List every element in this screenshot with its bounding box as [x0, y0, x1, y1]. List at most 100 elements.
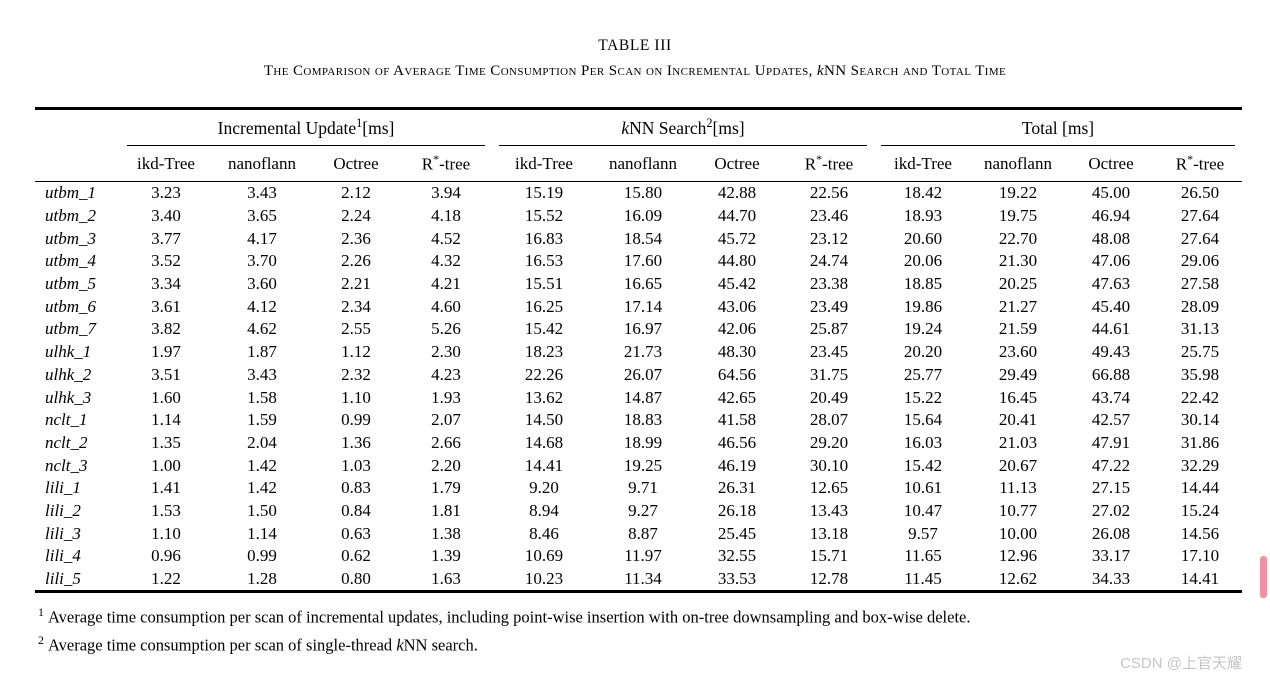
data-cell: 0.99 — [247, 546, 277, 566]
column-header: Octree — [690, 146, 784, 182]
data-cell: 14.87 — [623, 387, 663, 407]
data-cell: 1.28 — [212, 567, 312, 594]
scrollbar-thumb[interactable] — [1260, 556, 1267, 598]
data-cell: 4.60 — [431, 296, 461, 316]
column-header: Octree — [1064, 146, 1158, 182]
data-cell: 14.50 — [524, 410, 564, 430]
data-cell: 3.94 — [431, 183, 461, 203]
data-cell: 16.83 — [524, 228, 564, 248]
data-cell: 8.46 — [529, 523, 559, 543]
data-cell: 5.26 — [431, 319, 461, 339]
data-cell: 25.87 — [809, 319, 849, 339]
data-cell: 16.09 — [623, 206, 663, 226]
data-cell: 27.15 — [1091, 478, 1131, 498]
data-cell: 10.61 — [903, 478, 943, 498]
data-cell: 26.31 — [717, 478, 757, 498]
table-row: lili_1 1.41 1.42 0.83 1.79 9.20 9.71 26.31 12.65… — [35, 477, 1242, 500]
data-cell: 42.88 — [717, 183, 757, 203]
data-cell: 2.07 — [431, 410, 461, 430]
data-cell: 47.22 — [1091, 455, 1131, 475]
table-row: utbm_7 3.82 4.62 2.55 5.26 15.42 16.97 42.06 25.… — [35, 318, 1242, 341]
data-cell: 3.65 — [247, 206, 277, 226]
data-cell: 45.00 — [1091, 183, 1131, 203]
footnote-2: 2 Average time consumption per scan of si… — [38, 629, 1238, 657]
data-cell: 16.65 — [623, 274, 663, 294]
data-cell: 28.09 — [1180, 296, 1220, 316]
data-cell: 21.30 — [998, 251, 1038, 271]
data-cell: 2.24 — [341, 206, 371, 226]
data-cell: 1.03 — [341, 455, 371, 475]
row-label: utbm_6 — [45, 296, 96, 316]
column-header: ikd-Tree — [120, 146, 212, 182]
data-cell: 11.45 — [874, 567, 972, 594]
data-cell: 18.93 — [903, 206, 943, 226]
data-cell: 3.77 — [151, 228, 181, 248]
data-cell: 15.51 — [524, 274, 564, 294]
data-cell: 48.30 — [717, 342, 757, 362]
corner-cell — [35, 146, 120, 182]
data-cell: 0.99 — [341, 410, 371, 430]
data-cell: 19.75 — [998, 206, 1038, 226]
data-cell: 33.53 — [690, 567, 784, 594]
data-cell: 23.12 — [809, 228, 849, 248]
table-row: lili_3 1.10 1.14 0.63 1.38 8.46 8.87 25.45 13.18… — [35, 522, 1242, 545]
column-header: nanoflann — [972, 146, 1064, 182]
data-cell: 26.50 — [1180, 183, 1220, 203]
data-cell: 20.67 — [998, 455, 1038, 475]
group-header-label: kNN Search2[ms] — [621, 116, 745, 139]
data-cell: 1.39 — [431, 546, 461, 566]
data-cell: 22.70 — [998, 228, 1038, 248]
data-cell: 2.21 — [341, 274, 371, 294]
data-cell: 1.36 — [341, 432, 371, 452]
table-row: lili_5 1.22 1.28 0.80 1.63 10.23 11.34 33.53 12.… — [35, 567, 1242, 594]
superscript: * — [433, 152, 440, 167]
row-label: nclt_1 — [45, 410, 88, 430]
data-cell: 48.08 — [1091, 228, 1131, 248]
data-cell: 41.58 — [717, 410, 757, 430]
data-cell: 1.22 — [120, 567, 212, 594]
data-cell: 32.29 — [1180, 455, 1220, 475]
data-cell: 2.66 — [431, 432, 461, 452]
data-cell: 0.80 — [312, 567, 400, 594]
data-cell: 14.41 — [524, 455, 564, 475]
table-row: utbm_1 3.23 3.43 2.12 3.94 15.19 15.80 42.88 22.… — [35, 182, 1242, 205]
data-cell: 23.38 — [809, 274, 849, 294]
data-cell: 21.73 — [623, 342, 663, 362]
data-cell: 22.26 — [524, 364, 564, 384]
data-cell: 27.58 — [1180, 274, 1220, 294]
data-cell: 2.20 — [431, 455, 461, 475]
data-cell: 2.34 — [341, 296, 371, 316]
data-cell: 29.20 — [809, 432, 849, 452]
data-cell: 20.60 — [903, 228, 943, 248]
data-cell: 49.43 — [1091, 342, 1131, 362]
data-cell: 43.74 — [1091, 387, 1131, 407]
data-cell: 15.24 — [1180, 500, 1220, 520]
data-cell: 15.19 — [524, 183, 564, 203]
column-header-row: ikd-Tree nanoflann Octree R*-tree ikd-Tree na… — [35, 146, 1242, 182]
group-header-row: Incremental Update1[ms] kNN Search2[ms] To… — [35, 109, 1242, 146]
data-cell: 12.96 — [998, 546, 1038, 566]
data-cell: 1.59 — [247, 410, 277, 430]
data-cell: 23.46 — [809, 206, 849, 226]
data-cell: 31.86 — [1180, 432, 1220, 452]
data-cell: 15.52 — [524, 206, 564, 226]
data-cell: 23.60 — [998, 342, 1038, 362]
data-cell: 26.08 — [1091, 523, 1131, 543]
footnotes: 1 Average time consumption per scan of in… — [38, 601, 1238, 657]
data-cell: 21.03 — [998, 432, 1038, 452]
footnote-1-marker: 1 — [38, 605, 44, 619]
data-cell: 4.21 — [431, 274, 461, 294]
table-row: nclt_1 1.14 1.59 0.99 2.07 14.50 18.83 41.58 28.… — [35, 409, 1242, 432]
footnote-2-marker: 2 — [38, 633, 44, 647]
data-cell: 1.60 — [151, 387, 181, 407]
data-table: Incremental Update1[ms] kNN Search2[ms] To… — [35, 107, 1242, 594]
data-cell: 2.12 — [341, 183, 371, 203]
data-cell: 35.98 — [1180, 364, 1220, 384]
data-cell: 15.22 — [903, 387, 943, 407]
data-cell: 20.20 — [903, 342, 943, 362]
subtitle-part1: The Comparison of Average Time Consumpti… — [263, 63, 817, 79]
table-row: utbm_3 3.77 4.17 2.36 4.52 16.83 18.54 45.72 23.… — [35, 227, 1242, 250]
group-header-2: kNN Search2[ms] — [492, 109, 874, 146]
watermark: CSDN @上官天耀 — [1120, 655, 1242, 672]
data-cell: 2.36 — [341, 228, 371, 248]
